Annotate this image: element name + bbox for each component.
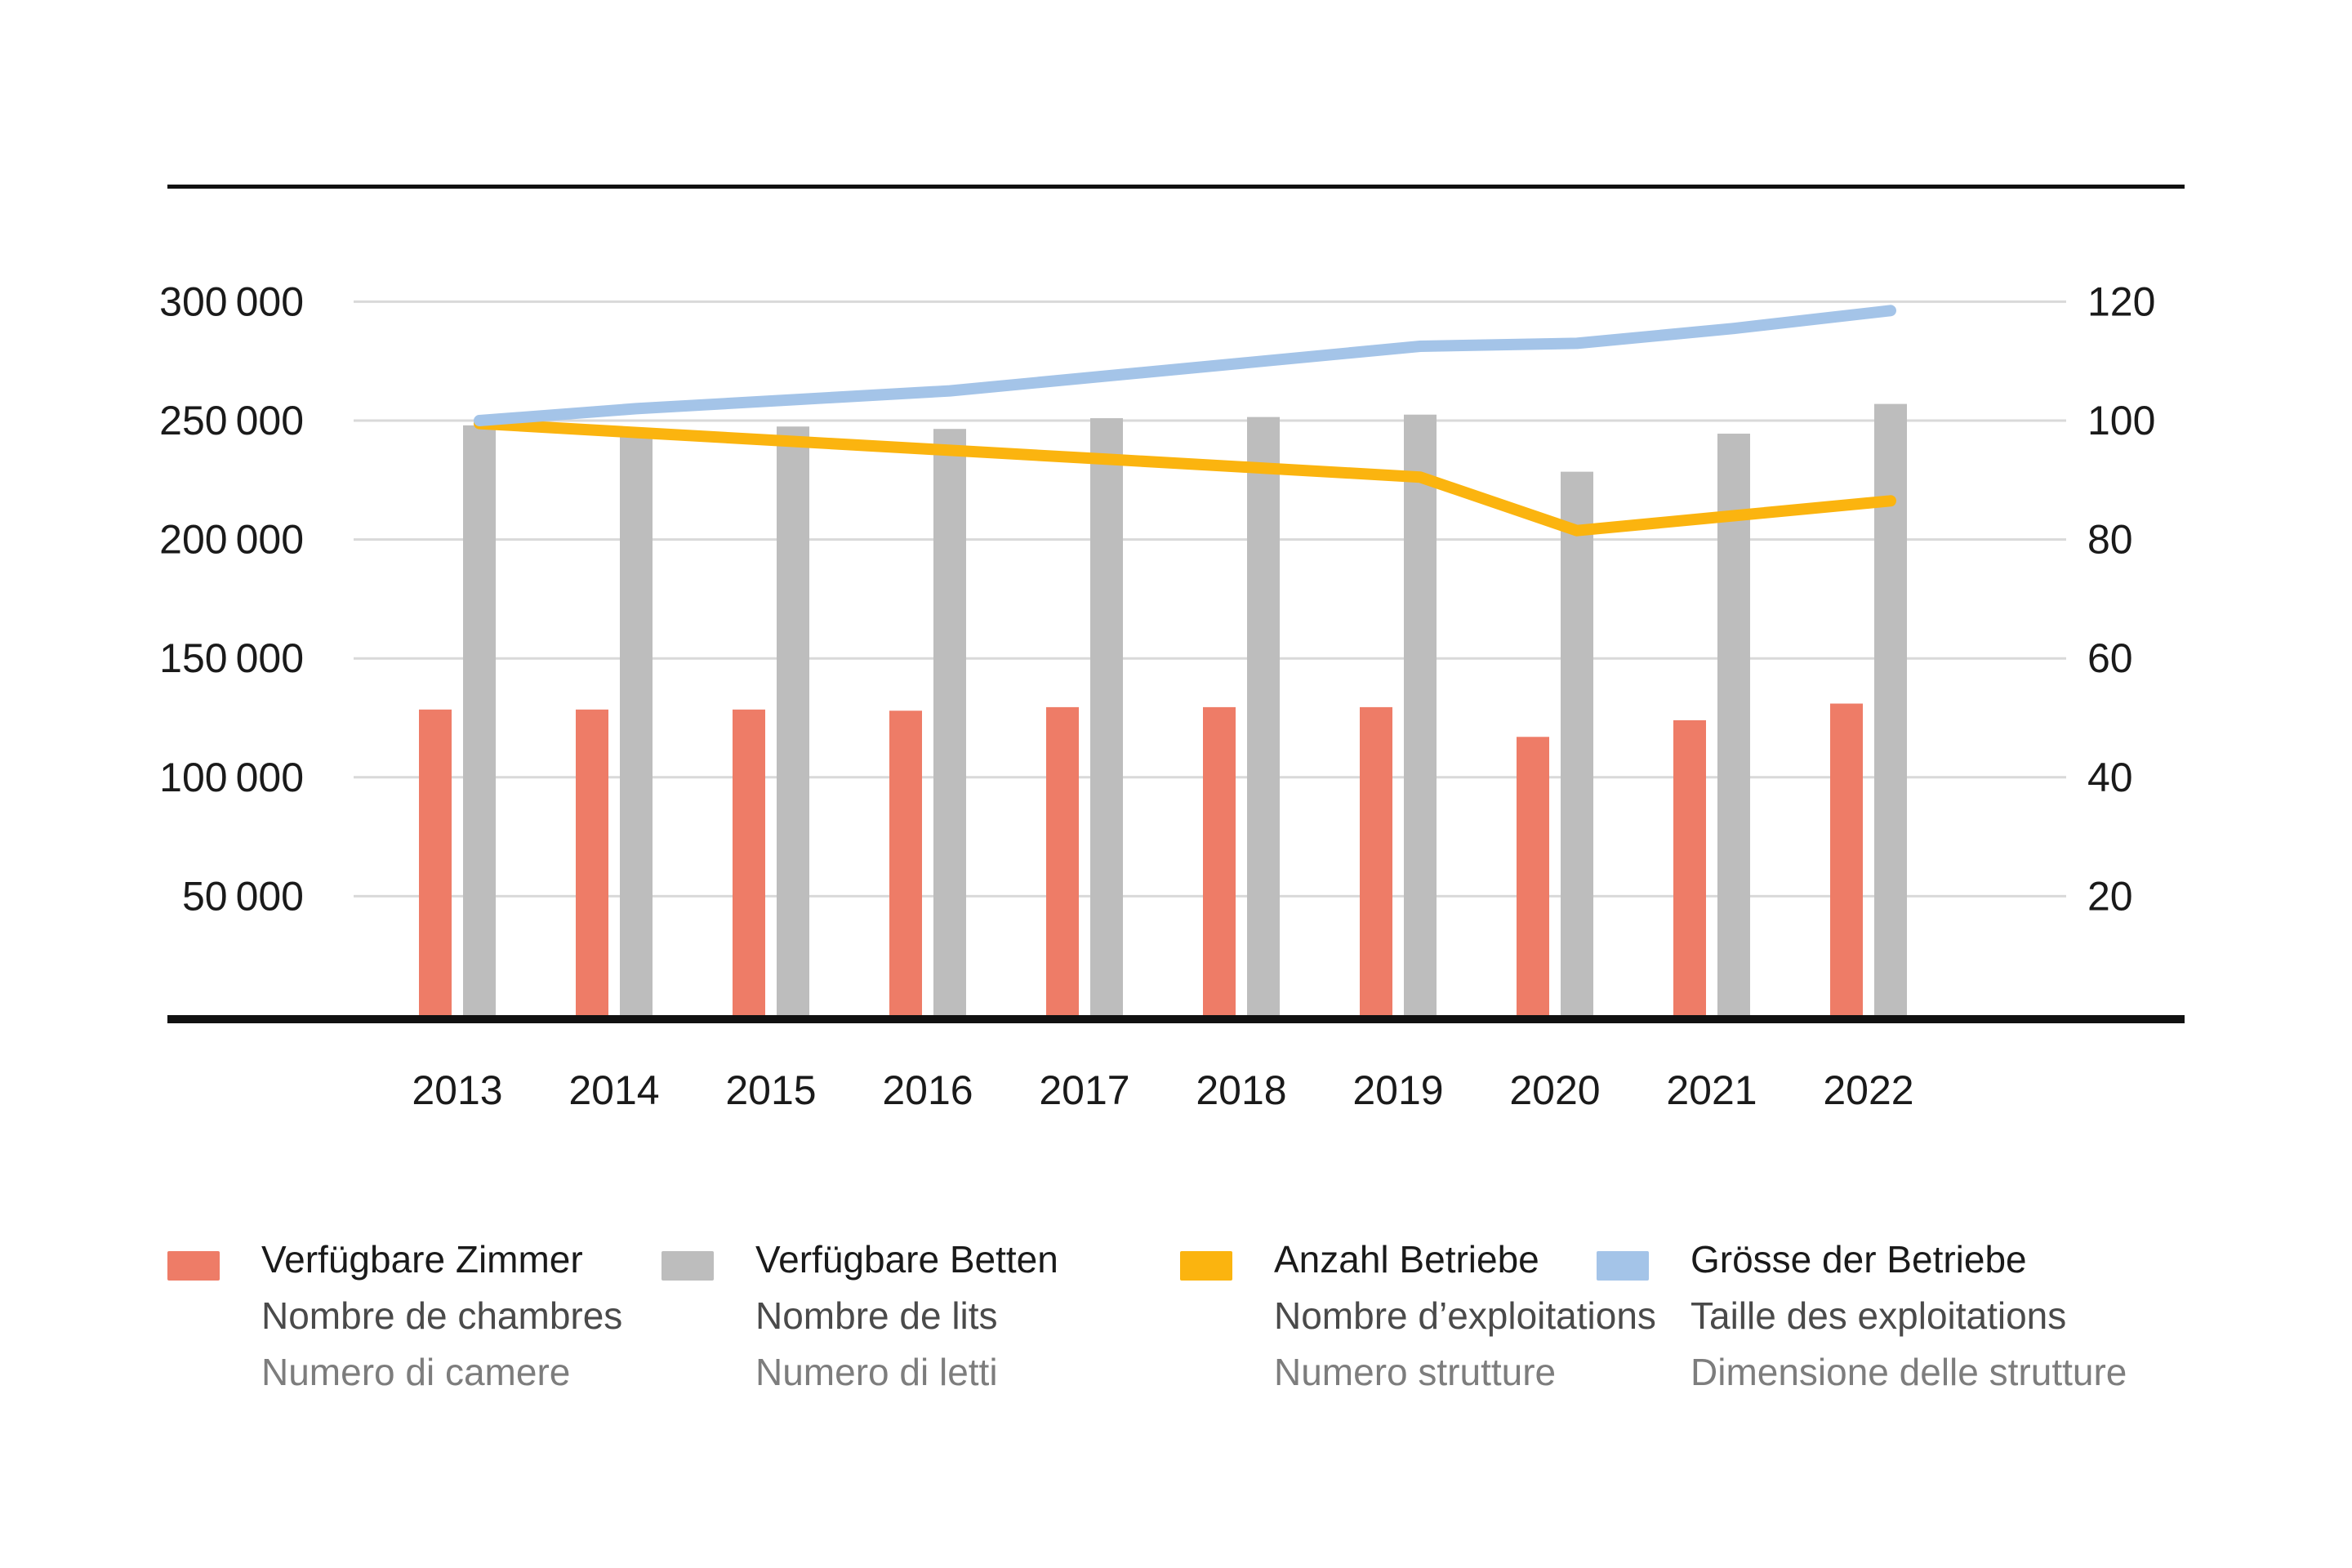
right-axis-tick-60: 60 (2087, 635, 2133, 681)
legend-swatch-size-icon (1597, 1251, 1649, 1281)
legend-swatch-beds-icon (662, 1251, 714, 1281)
x-axis-line (167, 1015, 2185, 1023)
legend-label-de: Verfügbare Zimmer (261, 1238, 583, 1281)
x-label-2015: 2015 (725, 1067, 816, 1113)
x-label-2021: 2021 (1666, 1067, 1757, 1113)
bar-verf-gbare-zimmer-2014 (576, 709, 608, 1023)
bar-layer (419, 403, 1907, 1024)
axis-layer (167, 1015, 2185, 1023)
line-layer (474, 305, 1896, 537)
legend-label-fr: Nombre de chambres (261, 1294, 623, 1337)
legend-label-it: Numero di letti (755, 1351, 998, 1393)
bar-verf-gbare-zimmer-2021 (1673, 719, 1706, 1023)
label-layer: 300 000 120 250 000 100 200 000 80 150 000 60 10… (159, 278, 2155, 1113)
legend-text-block: Verfügbare Betten Nombre de lits Numero … (755, 1232, 1058, 1401)
bar-verf-gbare-betten-2020 (1561, 471, 1593, 1023)
legend-label-it: Numero di camere (261, 1351, 571, 1393)
bar-verf-gbare-betten-2013 (463, 425, 496, 1023)
bar-verf-gbare-zimmer-2016 (889, 710, 922, 1023)
x-label-2016: 2016 (882, 1067, 973, 1113)
legend-label-de: Verfügbare Betten (755, 1238, 1058, 1281)
right-axis-tick-40: 40 (2087, 755, 2133, 800)
x-label-2018: 2018 (1196, 1067, 1286, 1113)
legend-label-de: Anzahl Betriebe (1274, 1238, 1539, 1281)
legend-label-fr: Nombre d’exploitations (1274, 1294, 1656, 1337)
x-label-2020: 2020 (1509, 1067, 1600, 1113)
bar-verf-gbare-betten-2014 (620, 430, 653, 1023)
bar-verf-gbare-betten-2021 (1717, 434, 1750, 1023)
right-axis-tick-20: 20 (2087, 873, 2133, 919)
legend-swatch-establishments-icon (1180, 1251, 1232, 1281)
bar-verf-gbare-zimmer-2019 (1360, 706, 1392, 1023)
left-axis-tick-300000: 300 000 (159, 278, 304, 324)
legend-text-block: Anzahl Betriebe Nombre d’exploitations N… (1274, 1232, 1656, 1401)
bar-verf-gbare-zimmer-2015 (733, 709, 765, 1023)
line-anzahl-betriebe (474, 417, 1896, 537)
left-axis-tick-250000: 250 000 (159, 398, 304, 443)
bar-verf-gbare-betten-2016 (933, 429, 966, 1023)
bar-verf-gbare-zimmer-2013 (419, 709, 452, 1023)
bar-verf-gbare-zimmer-2018 (1203, 706, 1236, 1023)
bar-verf-gbare-betten-2015 (777, 426, 809, 1023)
right-axis-tick-120: 120 (2087, 278, 2155, 324)
bar-verf-gbare-zimmer-2020 (1517, 737, 1549, 1023)
top-rule (167, 185, 2185, 189)
line-gr-sse-der-betriebe (474, 305, 1896, 426)
bar-verf-gbare-betten-2019 (1404, 414, 1437, 1024)
bar-verf-gbare-zimmer-2017 (1046, 706, 1079, 1023)
x-label-2017: 2017 (1039, 1067, 1129, 1113)
left-axis-tick-50000: 50 000 (182, 873, 304, 919)
legend-label-it: Dimensione delle strutture (1690, 1351, 2127, 1393)
chart-legend: Verfügbare Zimmer Nombre de chambres Num… (0, 1232, 2352, 1428)
bar-verf-gbare-betten-2017 (1090, 418, 1123, 1023)
right-axis-tick-100: 100 (2087, 398, 2155, 443)
x-label-2014: 2014 (568, 1067, 659, 1113)
legend-label-fr: Taille des exploitations (1690, 1294, 2067, 1337)
legend-text-block: Verfügbare Zimmer Nombre de chambres Num… (261, 1232, 622, 1401)
bar-verf-gbare-betten-2018 (1247, 416, 1280, 1024)
bar-verf-gbare-zimmer-2022 (1830, 703, 1863, 1023)
left-axis-tick-100000: 100 000 (159, 755, 304, 800)
right-axis-tick-80: 80 (2087, 517, 2133, 563)
legend-label-de: Grösse der Betriebe (1690, 1238, 2027, 1281)
legend-label-it: Numero strutture (1274, 1351, 1557, 1393)
legend-text-block: Grösse der Betriebe Taille des exploitat… (1690, 1232, 2127, 1401)
x-label-2022: 2022 (1823, 1067, 1913, 1113)
legend-swatch-rooms-icon (167, 1251, 220, 1281)
x-label-2013: 2013 (412, 1067, 502, 1113)
left-axis-tick-200000: 200 000 (159, 517, 304, 563)
x-label-2019: 2019 (1352, 1067, 1443, 1113)
left-axis-tick-150000: 150 000 (159, 635, 304, 681)
legend-label-fr: Nombre de lits (755, 1294, 998, 1337)
